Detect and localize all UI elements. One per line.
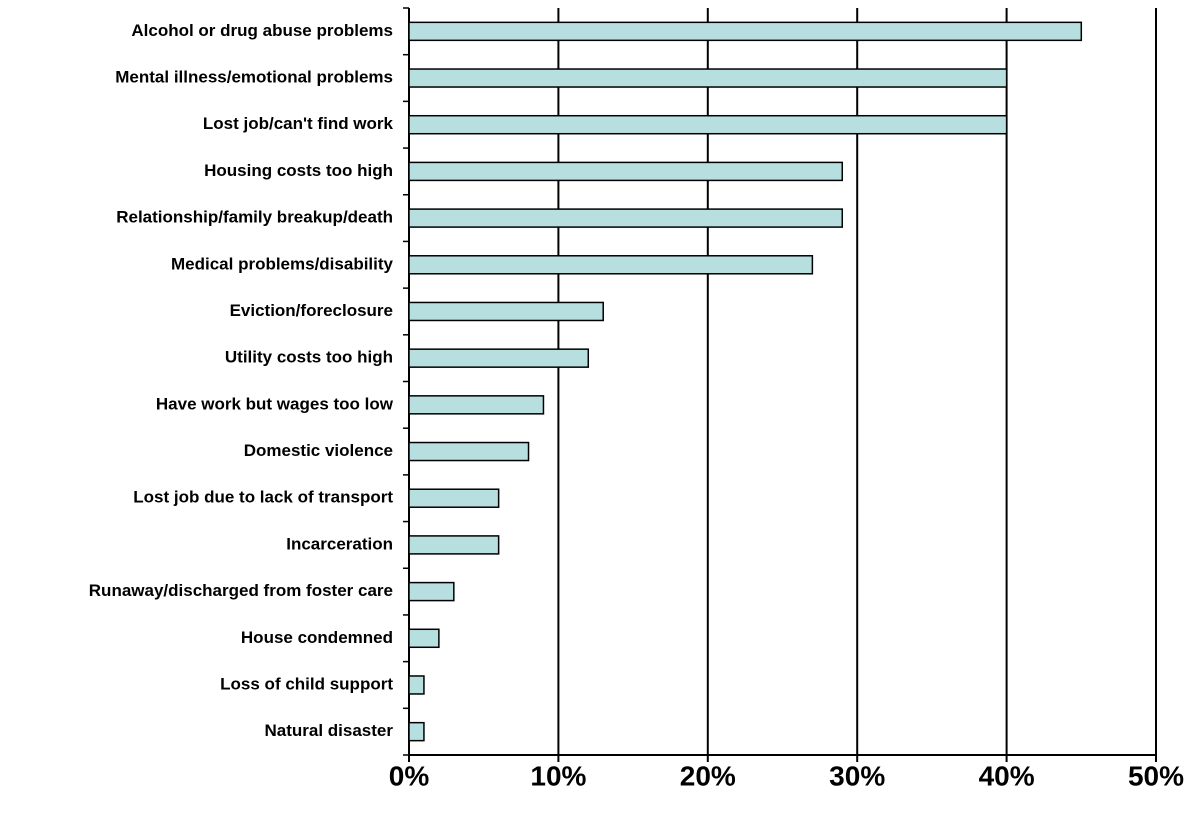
y-tick-label: Relationship/family breakup/death [116, 208, 393, 227]
y-tick-label: Alcohol or drug abuse problems [131, 21, 393, 40]
y-tick-label: Utility costs too high [225, 348, 393, 367]
x-tick-label: 10% [530, 760, 586, 791]
y-tick-label: Lost job/can't find work [203, 114, 394, 133]
x-tick-label: 50% [1128, 760, 1184, 791]
x-tick-label: 40% [979, 760, 1035, 791]
y-tick-label: Mental illness/emotional problems [115, 68, 393, 87]
bar [408, 301, 604, 322]
x-tick-label: 20% [680, 760, 736, 791]
bar [408, 628, 440, 649]
bar [408, 161, 844, 182]
y-tick-label: House condemned [241, 628, 393, 647]
bar [408, 441, 530, 462]
y-tick-label: Housing costs too high [204, 161, 393, 180]
bar [408, 68, 1008, 88]
bar [408, 581, 455, 602]
y-tick-label: Domestic violence [244, 441, 393, 460]
bar [408, 348, 590, 368]
bar [408, 208, 844, 228]
x-tick-label: 0% [389, 760, 430, 791]
bar [408, 255, 814, 275]
y-tick-label: Loss of child support [220, 674, 393, 693]
bar [408, 721, 425, 742]
y-tick-label: Lost job due to lack of transport [133, 488, 393, 507]
bar [408, 21, 1083, 42]
bar [408, 488, 500, 508]
y-tick-label: Eviction/foreclosure [230, 301, 393, 320]
bar [408, 114, 1008, 135]
y-tick-label: Runaway/discharged from foster care [89, 581, 393, 600]
bar [408, 675, 425, 695]
x-tick-label: 30% [829, 760, 885, 791]
y-tick-label: Natural disaster [265, 721, 394, 740]
y-tick-label: Incarceration [286, 534, 393, 553]
bar [408, 535, 500, 555]
y-tick-label: Medical problems/disability [171, 254, 394, 273]
bar [408, 395, 545, 415]
y-tick-label: Have work but wages too low [156, 394, 394, 413]
